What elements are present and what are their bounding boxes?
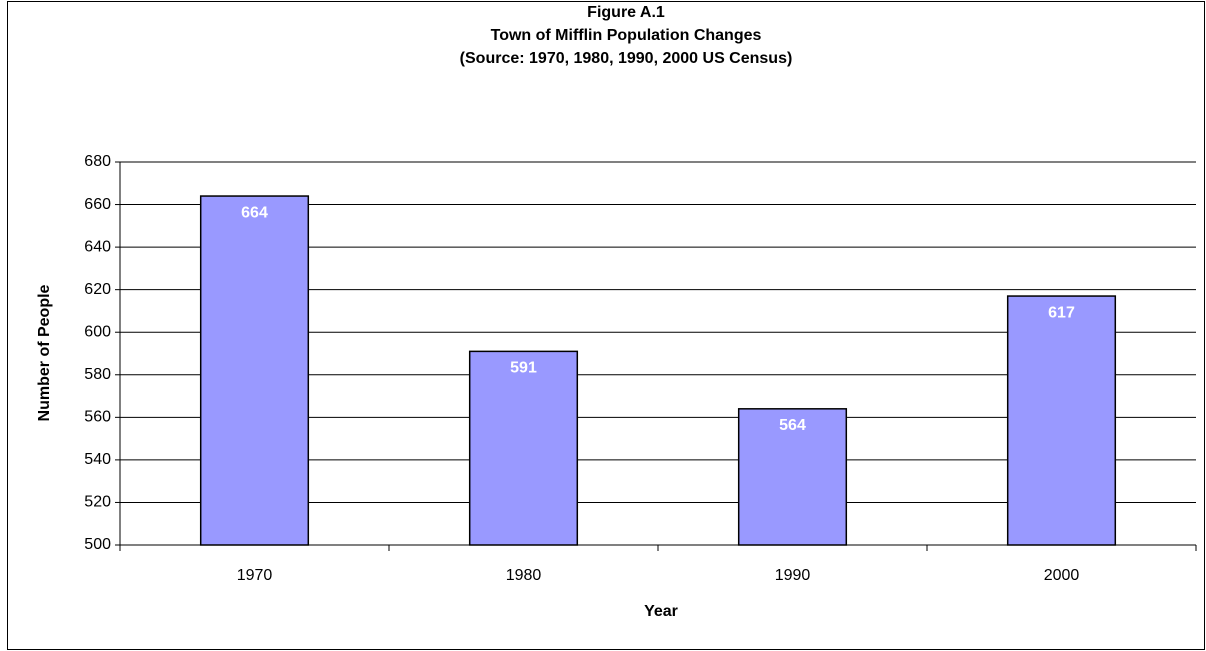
y-tick-label: 660 [84, 196, 111, 213]
bar [737, 408, 848, 546]
x-axis-label: Year [644, 603, 678, 620]
y-tick-label: 640 [84, 238, 111, 255]
value-label: 591 [510, 360, 537, 377]
chart-title: Figure A.1 [587, 4, 665, 21]
x-tick-label: 2000 [1044, 567, 1080, 584]
y-tick-label: 520 [84, 494, 111, 511]
y-axis-label: Number of People [36, 284, 53, 421]
bar [199, 195, 310, 546]
value-label: 617 [1048, 304, 1075, 321]
y-tick-label: 620 [84, 281, 111, 298]
y-tick-label: 540 [84, 451, 111, 468]
y-tick-label: 560 [84, 409, 111, 426]
x-tick-label: 1990 [775, 567, 811, 584]
y-tick-label: 580 [84, 366, 111, 383]
value-label: 664 [241, 204, 268, 221]
x-tick-label: 1980 [506, 567, 542, 584]
bar [468, 350, 579, 546]
y-tick-label: 680 [84, 153, 111, 170]
y-tick-label: 600 [84, 323, 111, 340]
chart-title: Town of Mifflin Population Changes [491, 27, 762, 44]
y-tick-label: 500 [84, 536, 111, 553]
x-tick-label: 1970 [237, 567, 273, 584]
chart-title: (Source: 1970, 1980, 1990, 2000 US Censu… [460, 50, 793, 67]
value-label: 564 [779, 417, 806, 434]
bar [1006, 295, 1117, 546]
